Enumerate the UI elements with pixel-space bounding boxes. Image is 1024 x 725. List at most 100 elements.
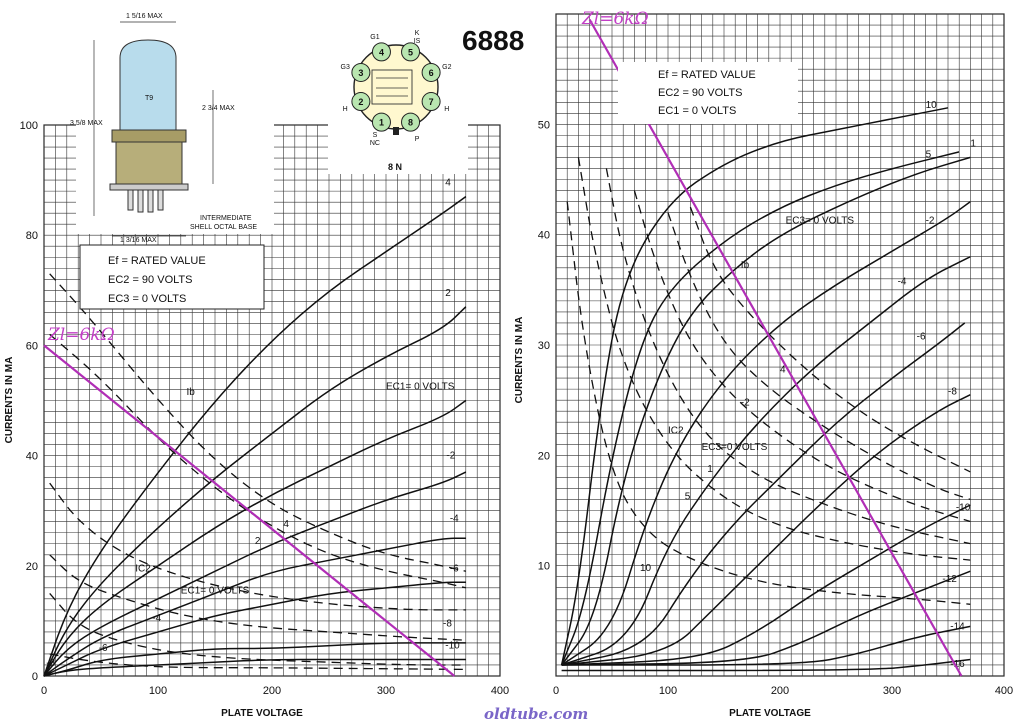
right-curve-label: -10 bbox=[956, 503, 971, 514]
pin-5-marker bbox=[401, 42, 421, 62]
left-curve-label: 2 bbox=[445, 288, 451, 299]
left-y-tick: 0 bbox=[32, 671, 38, 683]
left-curve-solid-4 bbox=[43, 195, 467, 677]
right-curve-label: -4 bbox=[898, 276, 907, 287]
right-curve-dashed--4 bbox=[667, 212, 971, 501]
right-x-axis-label: PLATE VOLTAGE bbox=[729, 708, 811, 719]
left-y-tick: 80 bbox=[26, 230, 38, 242]
right-y-tick: 20 bbox=[538, 450, 550, 462]
right-curve-label: -16 bbox=[950, 659, 965, 670]
pin-1-name: NC bbox=[370, 140, 380, 147]
right-curve-label: 5 bbox=[926, 149, 932, 160]
right-curve-label: 5 bbox=[685, 491, 691, 502]
left-curve-label: 4 bbox=[283, 519, 289, 530]
pin-4-name: G1 bbox=[370, 34, 379, 41]
left-curve-label: -6 bbox=[99, 643, 108, 654]
right-curve-label: 10 bbox=[640, 563, 652, 574]
left-curve-label: 4 bbox=[445, 178, 451, 189]
right-curve-dashed-1 bbox=[605, 168, 971, 545]
watermark: oldtube.com bbox=[484, 705, 588, 723]
pin-2-name: H bbox=[343, 106, 348, 113]
pin-7-name: H bbox=[444, 106, 449, 113]
left-curve-label: -6 bbox=[450, 563, 459, 574]
pin-2-marker bbox=[351, 92, 371, 112]
left-curve-label: -8 bbox=[443, 618, 452, 629]
pinout-base-label: 8 N bbox=[388, 162, 402, 172]
right-curve-label: -2 bbox=[926, 216, 935, 227]
right-curve-solid--16 bbox=[561, 658, 971, 672]
tube-type-number: 6888 bbox=[462, 25, 524, 56]
left-curve-solid--10 bbox=[43, 658, 466, 677]
pin-5-name: IS bbox=[414, 38, 421, 45]
right-curve-solid--8 bbox=[561, 394, 971, 666]
left-curve-label: 2 bbox=[255, 536, 261, 547]
right-y-tick: 50 bbox=[538, 119, 550, 131]
left-x-tick: 100 bbox=[149, 685, 167, 697]
right-curve-solid--4 bbox=[561, 256, 971, 666]
right-curve-dashed-10 bbox=[566, 201, 971, 605]
right-conditions-box: Ef = RATED VALUE EC2 = 90 VOLTS EC1 = 0 … bbox=[618, 62, 798, 124]
right-x-tick: 300 bbox=[883, 685, 901, 697]
tube-outline-drawing: T9 1 5/16 MAX 3 5/8 MAX 2 3/4 MAX 1 3/16… bbox=[70, 8, 274, 244]
right-x-tick: 0 bbox=[553, 685, 559, 697]
pin-3-number: 3 bbox=[358, 68, 363, 78]
right-curve-label: -12 bbox=[942, 574, 957, 585]
pin-8-number: 8 bbox=[408, 118, 413, 128]
left-x-tick: 300 bbox=[377, 685, 395, 697]
right-grid bbox=[555, 13, 1005, 677]
base-note-1: INTERMEDIATE bbox=[200, 215, 252, 222]
left-conditions-box: Ef = RATED VALUE EC2 = 90 VOLTS EC3 = 0 … bbox=[79, 244, 265, 310]
right-curve-label: -6 bbox=[917, 331, 926, 342]
pin-6-name: G2 bbox=[442, 64, 451, 71]
left-x-axis-label: PLATE VOLTAGE bbox=[221, 708, 303, 719]
left-x-tick: 200 bbox=[263, 685, 281, 697]
pin-5-number: 5 bbox=[408, 47, 413, 57]
left-load-line-label: Zl=6kΩ bbox=[47, 325, 115, 345]
pin-3-name: G3 bbox=[341, 64, 350, 71]
left-curve-label: -4 bbox=[152, 613, 161, 624]
base-width-dim: 1 3/16 MAX bbox=[120, 237, 157, 244]
left-curve-solid-0 bbox=[43, 399, 467, 677]
bulb-type: T9 bbox=[145, 95, 153, 102]
pin-8-name: P bbox=[415, 136, 420, 143]
pin-4-marker bbox=[371, 42, 391, 62]
right-curve-label: 1 bbox=[707, 464, 713, 475]
right-curve-label: 10 bbox=[926, 100, 938, 111]
left-curve-dashed-2 bbox=[49, 333, 466, 589]
right-x-tick: 400 bbox=[995, 685, 1013, 697]
right-curve-dashed-5 bbox=[577, 157, 971, 561]
right-y-tick: 30 bbox=[538, 340, 550, 352]
tube-base bbox=[115, 139, 183, 185]
right-x-tick: 200 bbox=[771, 685, 789, 697]
chart-right: 0 100 200 300 400 10 20 30 40 50 PLATE VOLTAGE CURR… bbox=[514, 9, 1013, 719]
right-curve-label: -14 bbox=[950, 622, 965, 633]
right-y-tick: 40 bbox=[538, 230, 550, 242]
pin-3-marker bbox=[351, 62, 371, 82]
pin-6-number: 6 bbox=[429, 68, 434, 78]
left-curve-label: Ib bbox=[187, 387, 196, 398]
right-curve-solid-10 bbox=[560, 107, 949, 666]
left-y-axis-label: CURRENTS IN MA bbox=[4, 357, 15, 444]
left-curve-dashed--4 bbox=[49, 554, 466, 641]
pin-8-marker bbox=[401, 112, 421, 132]
right-condition-2: EC2 = 90 VOLTS bbox=[658, 87, 742, 99]
left-curve-dashed-4 bbox=[49, 273, 466, 572]
left-curve-solid--8 bbox=[43, 642, 466, 677]
left-y-tick: 100 bbox=[20, 120, 38, 132]
left-curve-solid--4 bbox=[43, 537, 466, 677]
right-curve-label: 4 bbox=[780, 365, 786, 376]
left-curve-label: EC1= 0 VOLTS bbox=[181, 585, 250, 596]
pin-2-number: 2 bbox=[358, 97, 363, 107]
right-curve-label: Ib bbox=[741, 260, 750, 271]
right-curve-label: EC3=0 VOLTS bbox=[702, 442, 768, 453]
pin-7-marker bbox=[421, 92, 441, 112]
right-curve-label: IC2 bbox=[668, 425, 684, 436]
left-condition-3: EC3 = 0 VOLTS bbox=[108, 293, 186, 305]
right-curve-solid-1 bbox=[561, 156, 971, 666]
right-curve-label: -2 bbox=[741, 398, 750, 409]
left-curve-label: EC1= 0 VOLTS bbox=[386, 381, 455, 392]
seated-height-dim: 2 3/4 MAX bbox=[202, 105, 235, 112]
left-x-tick: 400 bbox=[491, 685, 509, 697]
